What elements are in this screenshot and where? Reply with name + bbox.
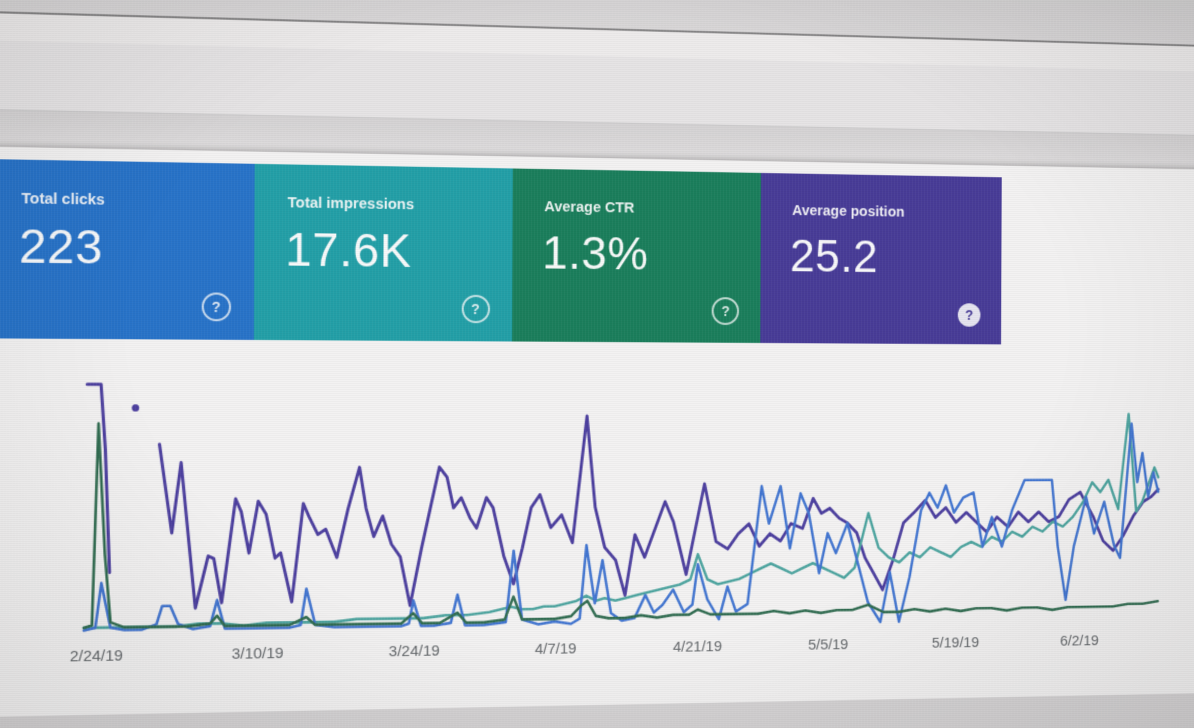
metric-card-total-clicks[interactable]: Total clicks 223 ? (0, 159, 255, 340)
metric-card-average-position[interactable]: Average position 25.2 ? (760, 172, 1002, 345)
metric-card-value: 25.2 (789, 229, 879, 282)
x-axis-ticks: 2/24/19 3/10/19 3/24/19 4/7/19 4/21/19 5/5/19… (70, 632, 1158, 671)
series-point-average-position (131, 404, 140, 412)
help-icon[interactable]: ? (957, 303, 981, 327)
metric-card-title: Average position (792, 203, 905, 221)
x-tick-label: 5/5/19 (808, 636, 849, 654)
series-line-total-impressions (84, 413, 1159, 628)
x-tick-label: 3/10/19 (231, 644, 284, 663)
metric-cards-row: Total clicks 223 ? Total impressions 17.… (0, 159, 1002, 345)
series-line-average-position (86, 384, 110, 573)
help-icon[interactable]: ? (711, 297, 740, 326)
metric-card-title: Total impressions (287, 195, 415, 214)
series-line-average-position (159, 416, 1159, 609)
question-mark-glyph: ? (211, 298, 221, 316)
x-tick-label: 2/24/19 (69, 647, 124, 666)
question-mark-glyph: ? (471, 300, 480, 318)
x-tick-label: 4/7/19 (534, 640, 577, 659)
metric-card-value: 17.6K (285, 222, 412, 278)
performance-panel: Total clicks 223 ? Total impressions 17.… (0, 146, 1194, 718)
question-mark-glyph: ? (965, 307, 974, 323)
question-mark-glyph: ? (721, 303, 730, 320)
metric-card-value: 223 (18, 218, 103, 274)
metric-card-average-ctr[interactable]: Average CTR 1.3% ? (511, 168, 762, 343)
metric-card-title: Average CTR (544, 199, 635, 217)
help-icon[interactable]: ? (461, 294, 490, 324)
x-tick-label: 3/24/19 (388, 642, 440, 661)
performance-chart (84, 363, 1159, 638)
x-tick-label: 6/2/19 (1060, 632, 1099, 650)
x-tick-label: 5/19/19 (931, 634, 980, 652)
help-icon[interactable]: ? (201, 292, 231, 322)
x-tick-label: 4/21/19 (672, 638, 723, 656)
metric-card-value: 1.3% (541, 226, 649, 280)
metric-card-title: Total clicks (21, 190, 105, 209)
metric-card-total-impressions[interactable]: Total impressions 17.6K ? (253, 163, 513, 342)
